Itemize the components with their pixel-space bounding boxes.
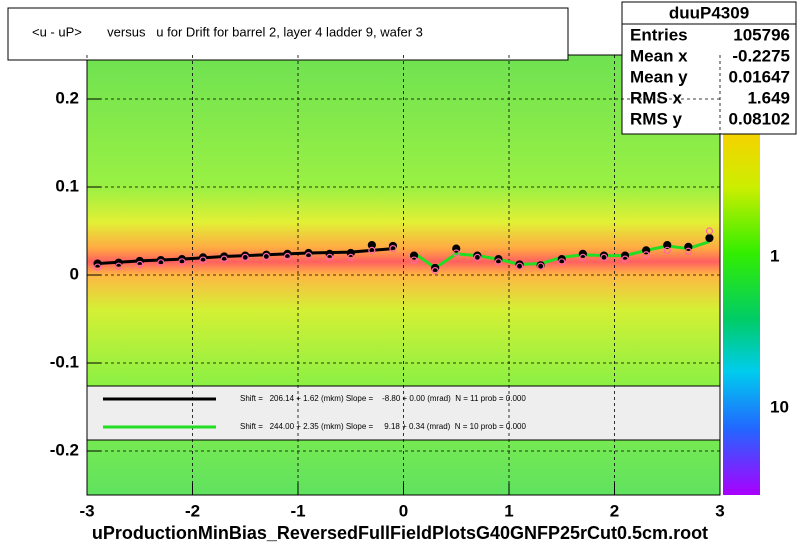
profile-point bbox=[241, 253, 249, 261]
profile-point bbox=[579, 253, 587, 261]
profile-point bbox=[431, 267, 439, 275]
profile-point bbox=[663, 240, 672, 250]
y-tick-label: 0 bbox=[70, 264, 79, 283]
profile-point bbox=[199, 256, 207, 264]
profile-point bbox=[558, 258, 566, 266]
profile-point bbox=[473, 251, 482, 260]
profile-point bbox=[241, 251, 250, 260]
profile-point bbox=[389, 245, 397, 253]
color-axis-label: 1 bbox=[770, 246, 779, 265]
profile-point bbox=[705, 227, 714, 235]
legend-label: Shift = 206.14 + 1.62 (mkm) Slope = -8.8… bbox=[240, 394, 526, 403]
x-tick-label: -3 bbox=[79, 501, 94, 520]
profile-point bbox=[136, 260, 144, 269]
x-tick-label: -2 bbox=[185, 501, 200, 520]
profile-point bbox=[326, 253, 334, 261]
profile-point bbox=[537, 262, 545, 270]
profile-point bbox=[515, 260, 524, 269]
stat-value: 0.08102 bbox=[729, 109, 790, 128]
stat-value: -0.2275 bbox=[732, 46, 790, 65]
profile-point bbox=[410, 256, 418, 264]
profile-point bbox=[368, 246, 376, 254]
profile-point bbox=[262, 252, 270, 261]
stat-label: Mean y bbox=[630, 67, 688, 86]
profile-point bbox=[157, 259, 165, 267]
file-name: uProductionMinBias_ReversedFullFieldPlot… bbox=[92, 523, 708, 543]
stat-label: Mean x bbox=[630, 46, 688, 65]
stat-value: 0.01647 bbox=[729, 67, 790, 86]
color-axis-label: 10 bbox=[770, 397, 789, 416]
x-tick-label: 3 bbox=[715, 501, 724, 520]
legend-label: Shift = 244.00 + 2.35 (mkm) Slope = 9.18… bbox=[240, 422, 526, 431]
profile-point bbox=[684, 247, 692, 255]
profile-point bbox=[262, 250, 271, 259]
profile-point bbox=[494, 258, 503, 266]
profile-point bbox=[599, 251, 609, 260]
stat-label: RMS x bbox=[630, 88, 683, 107]
stat-label: Entries bbox=[630, 25, 688, 44]
y-tick-label: -0.1 bbox=[50, 352, 79, 371]
y-tick-label: 0.1 bbox=[55, 176, 79, 195]
chart-title: <u - uP> versus u for Drift for barrel 2… bbox=[32, 24, 423, 39]
profile-point bbox=[178, 258, 186, 266]
stats-title: duuP4309 bbox=[669, 3, 749, 22]
stat-value: 105796 bbox=[733, 25, 790, 44]
title-box bbox=[7, 7, 569, 61]
y-tick-label: 0.2 bbox=[55, 88, 79, 107]
profile-point bbox=[600, 253, 608, 261]
profile-point bbox=[621, 255, 629, 263]
stat-value: 1.649 bbox=[747, 88, 790, 107]
profile-point bbox=[705, 233, 714, 243]
x-tick-label: 0 bbox=[399, 501, 408, 520]
profile-point bbox=[473, 253, 481, 261]
profile-point bbox=[642, 251, 650, 259]
y-tick-label: -0.2 bbox=[50, 440, 79, 459]
stat-label: RMS y bbox=[630, 109, 683, 128]
profile-point bbox=[220, 255, 228, 263]
profile-point bbox=[452, 249, 460, 257]
profile-point bbox=[367, 240, 376, 250]
x-tick-label: -1 bbox=[290, 501, 305, 520]
x-tick-label: 1 bbox=[504, 501, 513, 520]
profile-point bbox=[347, 253, 355, 261]
profile-point bbox=[304, 252, 313, 260]
profile-point bbox=[115, 262, 123, 270]
profile-point bbox=[283, 252, 292, 261]
x-tick-label: 2 bbox=[610, 501, 619, 520]
profile-point bbox=[663, 246, 671, 254]
profile-point bbox=[515, 262, 524, 270]
profile-point bbox=[93, 263, 102, 271]
